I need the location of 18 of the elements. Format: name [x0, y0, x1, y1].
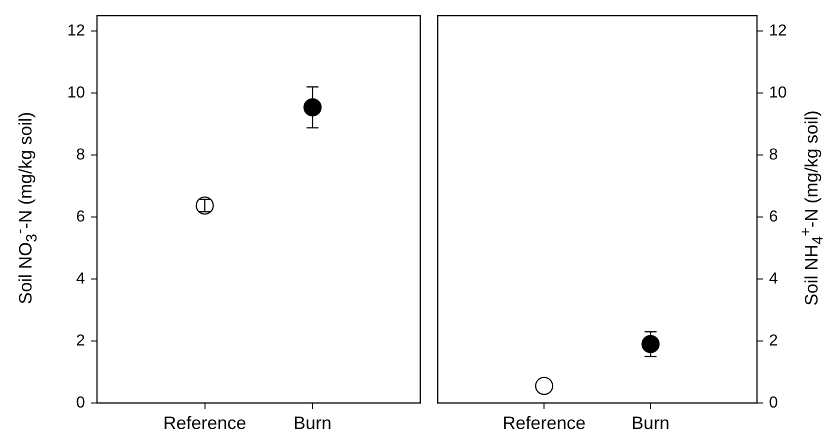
- y-tick-label: 2: [76, 332, 86, 350]
- y-tick-label: 6: [76, 208, 86, 226]
- y2-tick-label: 2: [769, 332, 778, 350]
- x-tick-label: Reference: [502, 412, 586, 433]
- x-tick-label: Burn: [294, 412, 332, 433]
- x-tick-label: Reference: [163, 412, 246, 433]
- y-tick-label: 0: [76, 394, 86, 412]
- y-tick-label: 4: [76, 270, 86, 288]
- y-tick-label: 8: [76, 146, 86, 164]
- y2-tick-label: 0: [769, 394, 778, 412]
- y2-tick-label: 10: [769, 84, 787, 102]
- y-tick-label: 10: [67, 84, 86, 102]
- y2-tick-label: 4: [769, 270, 778, 288]
- x-tick-label: Burn: [632, 412, 670, 433]
- y2-tick-label: 12: [769, 22, 787, 40]
- y2-tick-label: 6: [769, 208, 778, 226]
- y-tick-label: 12: [67, 22, 86, 40]
- y2-tick-label: 8: [769, 146, 778, 164]
